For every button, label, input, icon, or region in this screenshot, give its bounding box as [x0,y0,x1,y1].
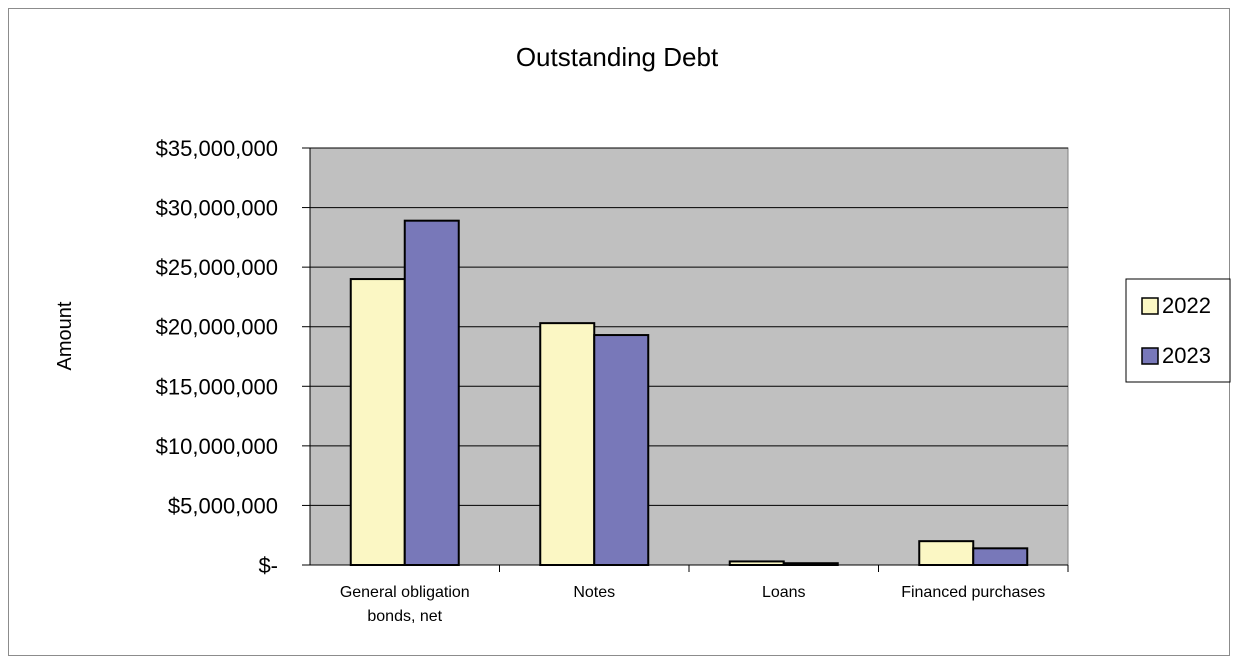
bar-2023-2 [782,562,839,566]
y-tick-label: $10,000,000 [156,434,278,459]
bar-2022-1 [539,322,596,567]
chart-title: Outstanding Debt [516,42,719,72]
y-tick-label: $5,000,000 [168,493,278,518]
legend-box [1125,278,1231,383]
bar-2022-0 [349,278,406,566]
y-tick-label: $25,000,000 [156,255,278,280]
bar-2022-3 [918,540,975,567]
y-tick-label: $35,000,000 [156,136,278,161]
y-tick-label: $15,000,000 [156,374,278,399]
x-tick-label: bonds, net [367,608,442,625]
x-tick-label: Financed purchases [901,584,1045,601]
plot-area: $- $5,000,000 $10,000,000 $15,000,000 $20,00… [156,136,1069,625]
legend: 2022 2023 [1125,278,1231,383]
x-tick-label: Notes [573,584,615,601]
bar-2022-2 [728,560,785,567]
bar-2023-1 [593,334,650,566]
y-axis-label: Amount [54,301,76,370]
y-tick-label: $- [258,553,278,578]
bar-2023-3 [972,547,1029,567]
y-tick-label: $20,000,000 [156,315,278,340]
legend-swatch-2022 [1141,297,1159,315]
bar-2023-0 [403,219,460,566]
legend-label-2023: 2023 [1162,343,1211,368]
y-tick-label: $30,000,000 [156,196,278,221]
x-tick-label: Loans [762,584,806,601]
x-tick-label: General obligation [340,584,470,601]
legend-label-2022: 2022 [1162,293,1211,318]
legend-swatch-2023 [1141,347,1159,365]
